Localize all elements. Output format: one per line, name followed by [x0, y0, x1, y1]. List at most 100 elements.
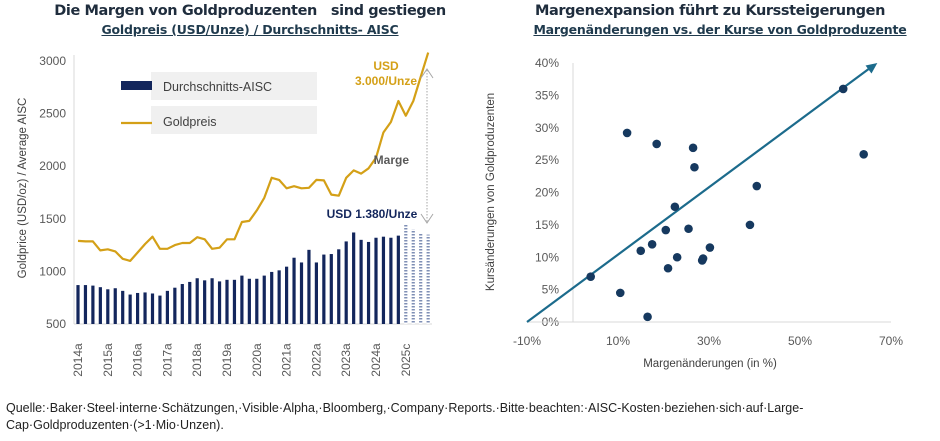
trend-arrowhead-icon [865, 63, 878, 74]
scatter-point [661, 225, 671, 235]
aisc-bar [344, 241, 348, 324]
left-chart-title: Die Margen von Goldproduzenten sind gest… [54, 3, 446, 19]
aisc-bar [121, 290, 125, 324]
scatter-point [615, 288, 625, 298]
scatter-point [705, 243, 715, 252]
left-y-axis-label: Goldprice (USD/oz) / Average AISC [17, 98, 29, 279]
left-y-tick-label: 2000 [39, 159, 66, 173]
left-x-tick-label: 2021a [280, 343, 294, 377]
scatter-point [647, 240, 657, 249]
aisc-bar [173, 287, 177, 324]
right-y-tick-label: 5% [542, 283, 560, 297]
left-x-tick-label: 2017a [160, 343, 174, 377]
right-y-tick-label: 35% [535, 88, 559, 102]
aisc-bar [285, 266, 289, 324]
aisc-bar-forecast [419, 233, 423, 324]
aisc-bar [389, 237, 393, 324]
aisc-bar [277, 270, 281, 324]
aisc-bar [217, 281, 222, 324]
aisc-bar [128, 294, 132, 324]
right-y-tick-label: 25% [535, 153, 559, 167]
aisc-bar [225, 279, 229, 324]
aisc-bar [98, 287, 102, 324]
aisc-bar [374, 237, 378, 324]
legend-gold-label: Goldpreis [163, 115, 217, 129]
aisc-bar-forecast [404, 224, 408, 324]
aisc-bar [76, 285, 80, 324]
aisc-bar [188, 281, 192, 324]
right-y-axis-label: Kursänderungen von Goldproduzenten [485, 93, 497, 291]
scatter-point [636, 246, 646, 256]
aisc-bar [158, 295, 162, 324]
right-x-axis-label: Margenänderungen (in %) [643, 358, 777, 370]
right-x-tick-label: 70% [879, 334, 903, 348]
goldpreis-line [77, 52, 430, 262]
aisc-bar [329, 254, 333, 324]
scatter-point [688, 143, 698, 153]
aisc-bar [143, 292, 147, 324]
left-chart-subtitle: Goldpreis (USD/Unze) / Durchschnitts- AI… [101, 22, 399, 37]
margin-annotation: Marge [374, 153, 410, 167]
scatter-point [752, 181, 762, 191]
right-chart-title: Margenexpansion führt zu Kurssteigerunge… [534, 3, 885, 19]
legend-gold-box [151, 106, 317, 134]
legend-aisc-label: Durchschnitts-AISC [163, 80, 272, 94]
left-x-tick-label: 2020a [250, 343, 264, 377]
gold-annotation-usd: USD [373, 59, 399, 73]
aisc-bar [180, 284, 184, 324]
aisc-bar [270, 271, 274, 324]
left-x-tick-label: 2018a [190, 343, 204, 377]
aisc-bar [366, 241, 371, 324]
aisc-bar [91, 285, 95, 324]
aisc-bar [150, 293, 155, 324]
aisc-bar [292, 257, 296, 324]
scatter-point [663, 263, 673, 273]
aisc-bar [255, 278, 259, 324]
aisc-bar [247, 278, 251, 324]
left-y-tick-label: 500 [46, 317, 66, 331]
aisc-bar [314, 262, 318, 324]
aisc-bar [381, 236, 386, 324]
left-x-tick-label: 2025c [399, 344, 413, 377]
legend-aisc-box [151, 72, 317, 100]
aisc-bar-forecast [426, 234, 430, 324]
aisc-bar [195, 278, 199, 324]
trend-line [526, 66, 873, 323]
left-chart: 3000 2500 2000 1500 1000 500 2014a 2015a 2016a 2… [17, 52, 434, 377]
aisc-bar [232, 279, 237, 324]
margin-double-arrow [420, 68, 434, 224]
right-y-tick-label: 10% [535, 250, 559, 264]
left-y-tick-label: 1500 [39, 212, 66, 226]
legend-aisc-swatch [121, 81, 152, 90]
aisc-bar [203, 280, 207, 324]
aisc-bar [136, 292, 140, 324]
left-x-tick-label: 2022a [309, 343, 323, 377]
right-x-tick-label: 50% [788, 334, 812, 348]
scatter-point [672, 252, 682, 262]
aisc-bar [337, 249, 341, 324]
source-note: Quelle:·Baker·Steel·interne·Schätzungen,… [6, 401, 804, 432]
left-y-tick-label: 1000 [39, 264, 66, 278]
aisc-bar [210, 278, 214, 324]
scatter-point [643, 312, 652, 322]
aisc-bar [359, 239, 363, 324]
right-y-tick-label: 20% [535, 186, 559, 200]
aisc-bar [240, 275, 244, 324]
scatter-point [670, 202, 680, 212]
right-y-tick-label: 15% [535, 218, 559, 232]
left-x-tick-label: 2016a [131, 343, 145, 377]
right-chart-subtitle: Margenänderungen vs. der Kurse von Goldp… [533, 22, 907, 37]
aisc-annotation: USD 1.380/Unze [327, 207, 418, 221]
scatter-point [684, 224, 693, 234]
scatter-point [838, 84, 848, 94]
gold-annotation-value: 3.000/Unze [355, 74, 417, 88]
scatter-point [622, 128, 632, 138]
scatter-point [745, 220, 755, 230]
right-chart: 40%35%30%25%20%15%10%5%0% -10% 10% 30% 50% 7… [485, 56, 903, 370]
scatter-point [652, 139, 661, 149]
scatter-point [690, 162, 699, 172]
left-y-tick-label: 3000 [39, 54, 66, 68]
left-x-tick-label: 2014a [71, 343, 85, 377]
aisc-bar [322, 254, 326, 324]
right-y-tick-label: 30% [535, 121, 559, 135]
